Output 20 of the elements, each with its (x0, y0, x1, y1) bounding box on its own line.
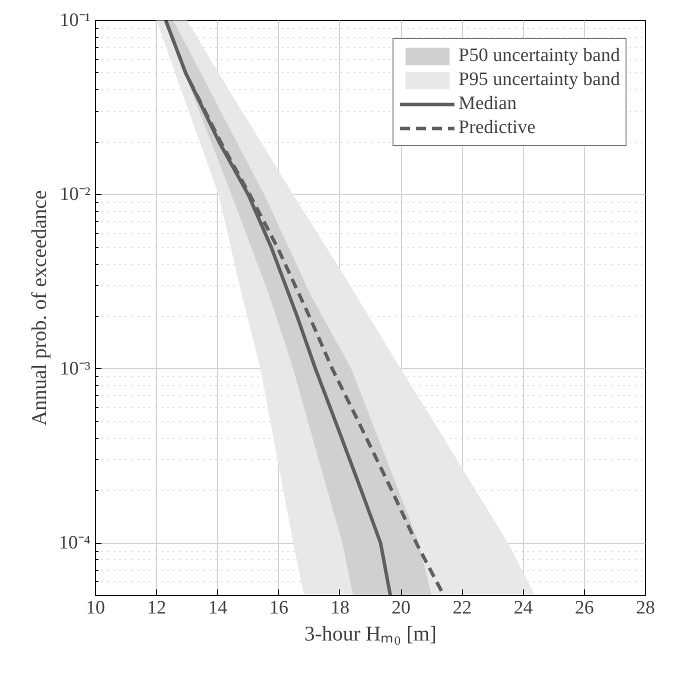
y-tick-label: 10⁻³ (60, 358, 91, 380)
y-tick-label: 10⁻¹ (60, 10, 91, 31)
legend-label: P50 uncertainty band (458, 45, 620, 67)
x-tick-label: 16 (269, 598, 288, 618)
x-tick-label: 14 (208, 598, 228, 618)
x-tick-label: 26 (574, 598, 594, 618)
legend-label: Median (458, 93, 517, 115)
x-tick-label: 12 (147, 598, 166, 618)
y-tick-label: 10⁻⁴ (58, 532, 91, 554)
x-tick-label: 10 (86, 598, 105, 618)
legend-label: P95 uncertainty band (458, 69, 620, 91)
x-tick-label: 20 (392, 598, 411, 618)
x-tick-label: 22 (452, 598, 472, 618)
legend-label: Predictive (458, 117, 536, 139)
x-axis-title: 3-hour Hₘ₀ [m] (304, 622, 437, 646)
y-tick-label: 10⁻² (60, 184, 91, 206)
x-tick-label: 28 (636, 598, 655, 618)
x-tick-label: 24 (514, 598, 534, 618)
y-axis-title: Annual prob. of exceedance (26, 190, 51, 426)
x-tick-label: 18 (330, 598, 350, 618)
